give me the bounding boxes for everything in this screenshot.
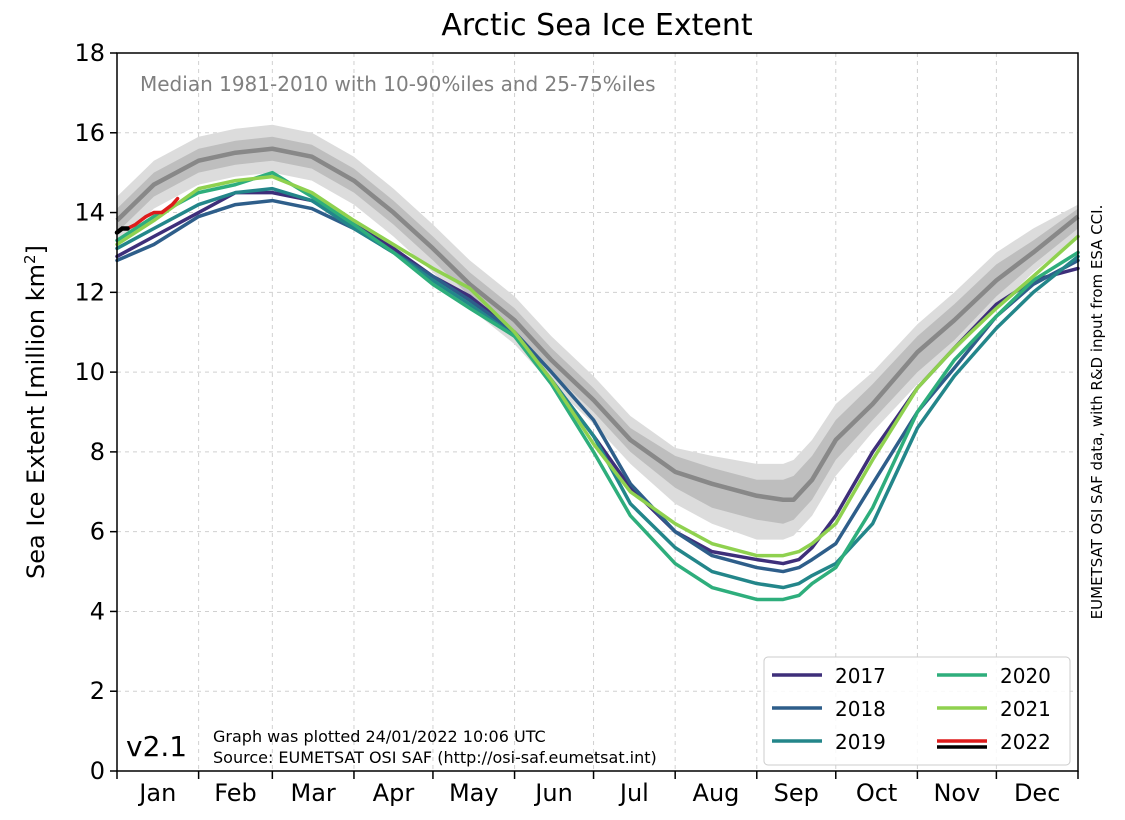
plot-frame — [116, 52, 1079, 772]
version-label: v2.1 — [126, 730, 187, 763]
x-tick-label: Oct — [856, 779, 898, 807]
legend-label-2017: 2017 — [835, 664, 886, 688]
legend-label-2020: 2020 — [1000, 664, 1051, 688]
x-tick-label: Apr — [373, 779, 415, 807]
y-axis-label: Sea Ice Extent [million km2] — [21, 245, 50, 579]
x-tick-label: Jan — [137, 779, 176, 807]
x-tick-label: May — [449, 779, 499, 807]
y-axis-label-close: ] — [22, 245, 50, 254]
y-tick-label: 18 — [74, 39, 105, 67]
legend-box — [763, 656, 1071, 766]
y-tick-label: 10 — [74, 358, 105, 386]
y-tick-label: 4 — [90, 597, 105, 625]
percentile-band-25-75 — [117, 136, 1078, 524]
y-axis-label-sup: 2 — [21, 254, 39, 264]
y-tick-label: 16 — [74, 119, 105, 147]
plot-area: 0 2 4 6 8 10 12 14 16 18 Jan Feb Mar Apr May Jun Jul Aug S… — [74, 39, 1080, 807]
plotted-note: Graph was plotted 24/01/2022 10:06 UTC — [213, 727, 546, 746]
series-line-2019 — [115, 186, 1080, 590]
legend-label-2021: 2021 — [1000, 697, 1051, 721]
y-tick-label: 12 — [74, 278, 105, 306]
x-tick-label: Mar — [291, 779, 336, 807]
y-tick-label: 6 — [90, 518, 105, 546]
y-tick-label: 8 — [90, 438, 105, 466]
x-tick-label: Jul — [618, 779, 649, 807]
chart-title: Arctic Sea Ice Extent — [441, 8, 753, 43]
x-tick-label: Feb — [214, 779, 257, 807]
y-tick-label: 14 — [74, 199, 105, 227]
y-tick-label: 2 — [90, 677, 105, 705]
x-tick-label: Nov — [933, 779, 980, 807]
x-tick-label: Dec — [1014, 779, 1060, 807]
legend-label-2018: 2018 — [835, 697, 886, 721]
legend: 2017 2018 2019 2020 2021 2022 — [763, 656, 1071, 766]
series-line-2018 — [115, 198, 1080, 574]
series-line-2022-start — [114, 226, 130, 235]
legend-label-2019: 2019 — [835, 730, 886, 754]
y-axis-label-main: Sea Ice Extent [million km — [22, 264, 50, 579]
chart-subtitle: Median 1981-2010 with 10-90%iles and 25-… — [140, 72, 656, 96]
series-line-2017 — [115, 190, 1080, 566]
median-line — [115, 146, 1080, 503]
y-tick-label: 0 — [90, 757, 105, 785]
series-line-2021 — [115, 174, 1080, 558]
source-note: Source: EUMETSAT OSI SAF (http://osi-saf… — [213, 748, 657, 767]
x-tick-label: Aug — [693, 779, 740, 807]
x-tick-label: Jun — [533, 779, 573, 807]
credit-text: EUMETSAT OSI SAF data, with R&D input fr… — [1088, 205, 1106, 620]
x-tick-label: Sep — [774, 779, 819, 807]
legend-label-2022: 2022 — [1000, 730, 1051, 754]
